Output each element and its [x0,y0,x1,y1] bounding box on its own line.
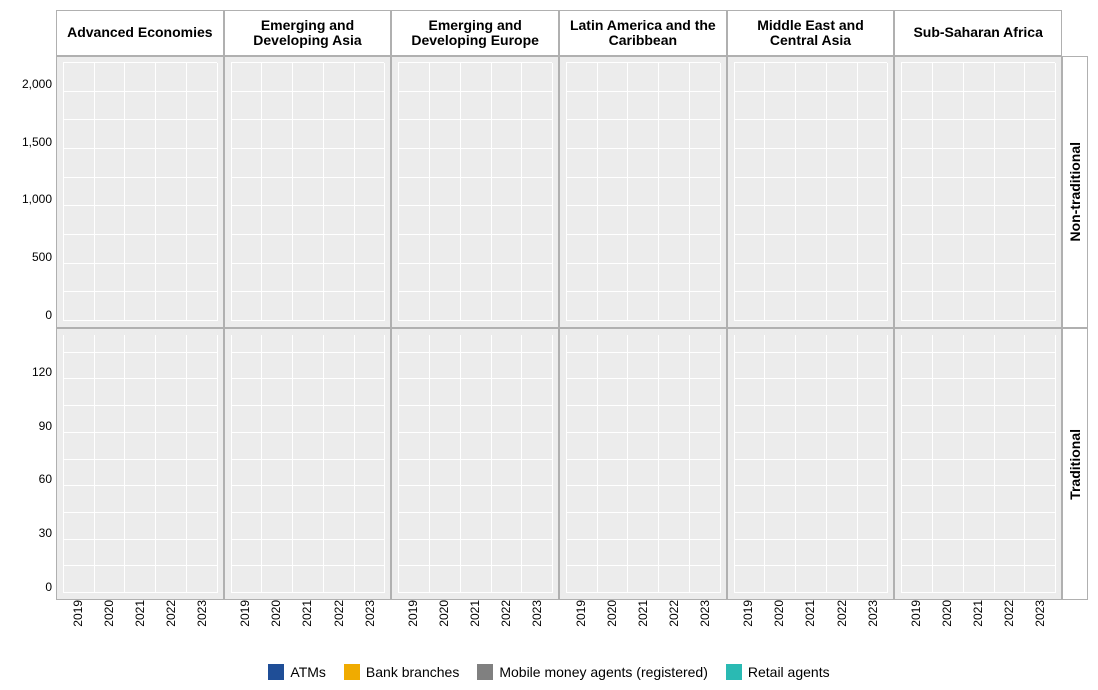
x-tick-label: 2019 [741,600,755,629]
x-axis: 2019202020212022202320192020202120222023… [56,600,1062,614]
x-tick-label: 2023 [363,600,377,629]
col-header-label: Sub-Saharan Africa [913,25,1042,40]
panel [56,328,224,600]
x-tick-label: 2021 [803,600,817,629]
x-tick-label: 2019 [909,600,923,629]
x-axis-cell: 2019 2020 2021 2022 2023 [224,600,392,644]
panel [559,328,727,600]
x-tick-label: 2019 [238,600,252,629]
row-label-nontraditional: Non-traditional [1062,56,1088,328]
x-tick-label: 2022 [332,600,346,629]
y-axis-traditional: 0306090120 [10,328,56,600]
grid-corner [10,10,56,56]
x-tick-label: 2021 [468,600,482,629]
col-header-label: Advanced Economies [67,25,213,40]
col-header-2: Emerging and Developing Europe [391,10,559,56]
col-header-label: Emerging and Developing Europe [396,18,554,49]
x-tick-label: 2019 [574,600,588,629]
col-header-label: Latin America and the Caribbean [564,18,722,49]
legend-item-mobile-money: Mobile money agents (registered) [477,664,708,680]
x-tick-label: 2020 [269,600,283,629]
col-header-3: Latin America and the Caribbean [559,10,727,56]
x-tick-label: 2022 [1002,600,1016,629]
x-tick-label: 2021 [971,600,985,629]
x-tick-label: 2020 [437,600,451,629]
panel [894,56,1062,328]
legend-label: ATMs [290,664,326,680]
col-header-4: Middle East and Central Asia [727,10,895,56]
x-tick-label: 2022 [499,600,513,629]
x-tick-label: 2019 [406,600,420,629]
legend: ATMs Bank branches Mobile money agents (… [10,664,1088,680]
x-axis-cell: 2019 2020 2021 2022 2023 [727,600,895,644]
col-header-label: Middle East and Central Asia [732,18,890,49]
x-tick-label: 2023 [1033,600,1047,629]
x-tick-label: 2020 [102,600,116,629]
legend-swatch [344,664,360,680]
row-label-text: Traditional [1067,429,1083,500]
panel [727,56,895,328]
x-tick-label: 2021 [636,600,650,629]
legend-label: Mobile money agents (registered) [499,664,708,680]
x-tick-label: 2022 [164,600,178,629]
y-axis-nontraditional: 05001,0001,5002,000 [10,56,56,328]
x-tick-label: 2020 [940,600,954,629]
faceted-bar-chart: Advanced Economies Emerging and Developi… [10,10,1088,680]
legend-swatch [268,664,284,680]
panel [894,328,1062,600]
legend-swatch [726,664,742,680]
x-tick-label: 2021 [300,600,314,629]
legend-item-retail-agents: Retail agents [726,664,830,680]
col-header-1: Emerging and Developing Asia [224,10,392,56]
x-tick-label: 2020 [605,600,619,629]
panel [391,328,559,600]
legend-swatch [477,664,493,680]
legend-item-bank-branches: Bank branches [344,664,459,680]
grid-corner [10,600,56,614]
x-tick-label: 2023 [530,600,544,629]
grid-corner [1062,10,1088,56]
col-header-label: Emerging and Developing Asia [229,18,387,49]
facet-grid: Advanced Economies Emerging and Developi… [10,10,1088,614]
panel [559,56,727,328]
panel [56,56,224,328]
x-tick-label: 2023 [698,600,712,629]
x-axis-cell: 2019 2020 2021 2022 2023 [56,600,224,644]
row-label-traditional: Traditional [1062,328,1088,600]
legend-label: Bank branches [366,664,459,680]
panel [224,56,392,328]
x-tick-label: 2022 [835,600,849,629]
col-header-5: Sub-Saharan Africa [894,10,1062,56]
x-axis-cell: 2019 2020 2021 2022 2023 [559,600,727,644]
x-tick-label: 2020 [772,600,786,629]
row-label-text: Non-traditional [1067,142,1083,242]
x-tick-label: 2023 [866,600,880,629]
x-tick-label: 2023 [195,600,209,629]
x-tick-label: 2022 [667,600,681,629]
grid-corner [1062,600,1088,614]
panel [224,328,392,600]
legend-item-atms: ATMs [268,664,326,680]
x-axis-cell: 2019 2020 2021 2022 2023 [894,600,1062,644]
x-tick-label: 2019 [71,600,85,629]
panel [391,56,559,328]
col-header-0: Advanced Economies [56,10,224,56]
x-tick-label: 2021 [133,600,147,629]
legend-label: Retail agents [748,664,830,680]
x-axis-cell: 2019 2020 2021 2022 2023 [391,600,559,644]
panel [727,328,895,600]
